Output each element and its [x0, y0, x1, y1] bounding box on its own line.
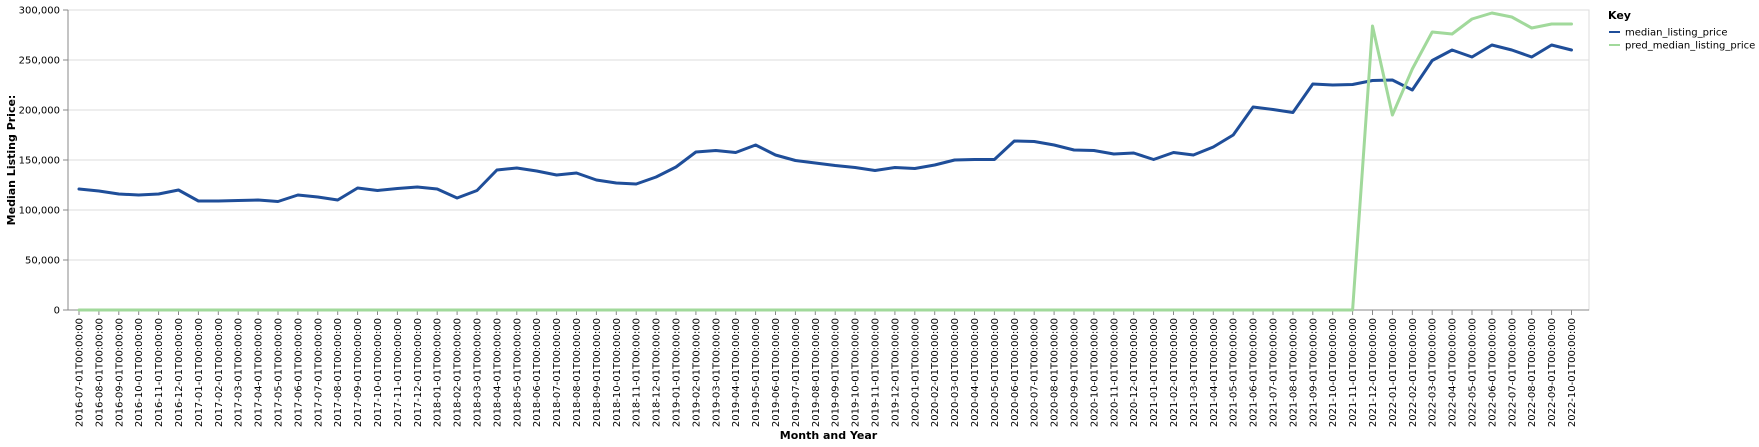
x-tick-label: 2020-12-01T00:00:00: [1129, 318, 1140, 427]
y-tick-label: 250,000: [19, 56, 60, 67]
x-tick-label: 2020-03-01T00:00:00: [950, 318, 961, 427]
x-tick-label: 2020-08-01T00:00:00: [1050, 318, 1061, 427]
x-tick-label: 2016-10-01T00:00:00: [134, 318, 145, 427]
x-tick-label: 2022-10-01T00:00:00: [1567, 318, 1578, 427]
series-lines: [77, 11, 1573, 312]
x-tick-label: 2022-02-01T00:00:00: [1408, 318, 1419, 427]
x-tick-label: 2019-11-01T00:00:00: [871, 318, 882, 427]
x-tick-label: 2018-07-01T00:00:00: [552, 318, 563, 427]
x-tick-label: 2020-04-01T00:00:00: [970, 318, 981, 427]
x-tick-label: 2021-06-01T00:00:00: [1249, 318, 1260, 427]
x-tick-label: 2018-05-01T00:00:00: [512, 318, 523, 427]
x-tick-label: 2022-04-01T00:00:00: [1448, 318, 1459, 427]
x-tick-label: 2016-12-01T00:00:00: [174, 318, 185, 427]
x-tick-label: 2020-02-01T00:00:00: [930, 318, 941, 427]
x-tick-label: 2021-11-01T00:00:00: [1348, 318, 1359, 427]
x-tick-label: 2021-03-01T00:00:00: [1189, 318, 1200, 427]
x-tick-label: 2019-05-01T00:00:00: [751, 318, 762, 427]
x-tick-label: 2021-05-01T00:00:00: [1229, 318, 1240, 427]
legend-items: median_listing_price pred_median_listing_…: [1609, 28, 1755, 52]
x-tick-label: 2022-06-01T00:00:00: [1487, 318, 1498, 427]
x-tick-label: 2018-02-01T00:00:00: [453, 318, 464, 427]
x-tick-label: 2017-03-01T00:00:00: [234, 318, 245, 427]
x-tick-label: 2021-09-01T00:00:00: [1308, 318, 1319, 427]
x-tick-label: 2016-07-01T00:00:00: [75, 318, 86, 427]
x-tick-label: 2016-09-01T00:00:00: [114, 318, 125, 427]
x-tick-label: 2021-04-01T00:00:00: [1209, 318, 1220, 427]
y-tick-label: 150,000: [19, 156, 60, 167]
x-tick-label: 2017-10-01T00:00:00: [373, 318, 384, 427]
x-tick-label: 2016-08-01T00:00:00: [94, 318, 105, 427]
x-tick-label: 2018-04-01T00:00:00: [492, 318, 503, 427]
x-tick-label: 2019-01-01T00:00:00: [672, 318, 683, 427]
legend-title: Key: [1608, 9, 1631, 22]
y-tick-label: 200,000: [19, 106, 60, 117]
x-tick-label: 2022-01-01T00:00:00: [1388, 318, 1399, 427]
x-tick-label: 2019-06-01T00:00:00: [771, 318, 782, 427]
x-tick-label: 2021-10-01T00:00:00: [1328, 318, 1339, 427]
x-tick-label: 2017-12-01T00:00:00: [413, 318, 424, 427]
x-tick-label: 2018-12-01T00:00:00: [652, 318, 663, 427]
x-tick-label: 2018-01-01T00:00:00: [433, 318, 444, 427]
x-tick-label: 2021-12-01T00:00:00: [1368, 318, 1379, 427]
y-tick-label: 50,000: [25, 256, 60, 267]
x-tick-label: 2020-11-01T00:00:00: [1109, 318, 1120, 427]
y-axis-title: Median Listing Price:: [5, 95, 18, 226]
x-tick-label: 2020-09-01T00:00:00: [1070, 318, 1081, 427]
x-tick-label: 2017-05-01T00:00:00: [274, 318, 285, 427]
axes: 0 50,000 100,000 150,000 200,000 250,000 300,0…: [19, 6, 1589, 427]
x-tick-label: 2019-10-01T00:00:00: [851, 318, 862, 427]
x-tick-label: 2017-04-01T00:00:00: [254, 318, 265, 427]
x-tick-label: 2018-09-01T00:00:00: [592, 318, 603, 427]
x-tick-label: 2022-07-01T00:00:00: [1507, 318, 1518, 427]
x-tick-label: 2020-10-01T00:00:00: [1089, 318, 1100, 427]
x-tick-label: 2017-02-01T00:00:00: [214, 318, 225, 427]
x-tick-label: 2017-07-01T00:00:00: [313, 318, 324, 427]
x-tick-label: 2019-07-01T00:00:00: [791, 318, 802, 427]
x-tick-label: 2020-05-01T00:00:00: [990, 318, 1001, 427]
y-tick-label: 300,000: [19, 6, 60, 17]
x-tick-label: 2020-07-01T00:00:00: [1030, 318, 1041, 427]
x-tick-label: 2019-12-01T00:00:00: [890, 318, 901, 427]
x-tick-label: 2020-01-01T00:00:00: [910, 318, 921, 427]
x-tick-label: 2017-08-01T00:00:00: [333, 318, 344, 427]
x-tick-label: 2017-06-01T00:00:00: [293, 318, 304, 427]
x-tick-label: 2018-11-01T00:00:00: [632, 318, 643, 427]
gridlines: [67, 9, 1590, 311]
x-tick-label: 2019-09-01T00:00:00: [831, 318, 842, 427]
x-tick-label: 2022-05-01T00:00:00: [1468, 318, 1479, 427]
x-tick-label: 2018-10-01T00:00:00: [612, 318, 623, 427]
series-line-median_listing_price: [77, 43, 1573, 203]
x-tick-label: 2019-02-01T00:00:00: [691, 318, 702, 427]
x-tick-label: 2020-06-01T00:00:00: [1010, 318, 1021, 427]
x-tick-label: 2017-09-01T00:00:00: [353, 318, 364, 427]
x-tick-label: 2016-11-01T00:00:00: [154, 318, 165, 427]
x-tick-label: 2022-09-01T00:00:00: [1547, 318, 1558, 427]
x-tick-label: 2018-03-01T00:00:00: [473, 318, 484, 427]
x-tick-label: 2019-03-01T00:00:00: [711, 318, 722, 427]
x-tick-label: 2021-07-01T00:00:00: [1269, 318, 1280, 427]
x-tick-label: 2017-11-01T00:00:00: [393, 318, 404, 427]
x-tick-label: 2018-08-01T00:00:00: [572, 318, 583, 427]
legend-label: median_listing_price: [1625, 28, 1728, 39]
x-tick-label: 2022-08-01T00:00:00: [1527, 318, 1538, 427]
x-tick-label: 2019-08-01T00:00:00: [811, 318, 822, 427]
y-tick-label: 100,000: [19, 206, 60, 217]
y-tick-label: 0: [54, 306, 60, 317]
legend-label: pred_median_listing_price: [1625, 41, 1755, 52]
x-tick-label: 2018-06-01T00:00:00: [532, 318, 543, 427]
x-tick-label: 2022-03-01T00:00:00: [1428, 318, 1439, 427]
legend: Key median_listing_price pred_median_list…: [1608, 9, 1755, 52]
x-tick-label: 2021-01-01T00:00:00: [1149, 318, 1160, 427]
x-axis-title: Month and Year: [780, 429, 878, 442]
x-tick-label: 2017-01-01T00:00:00: [194, 318, 205, 427]
x-tick-label: 2021-08-01T00:00:00: [1288, 318, 1299, 427]
series-line-pred_median_listing_price: [77, 11, 1573, 312]
x-tick-label: 2019-04-01T00:00:00: [731, 318, 742, 427]
x-tick-label: 2021-02-01T00:00:00: [1169, 318, 1180, 427]
